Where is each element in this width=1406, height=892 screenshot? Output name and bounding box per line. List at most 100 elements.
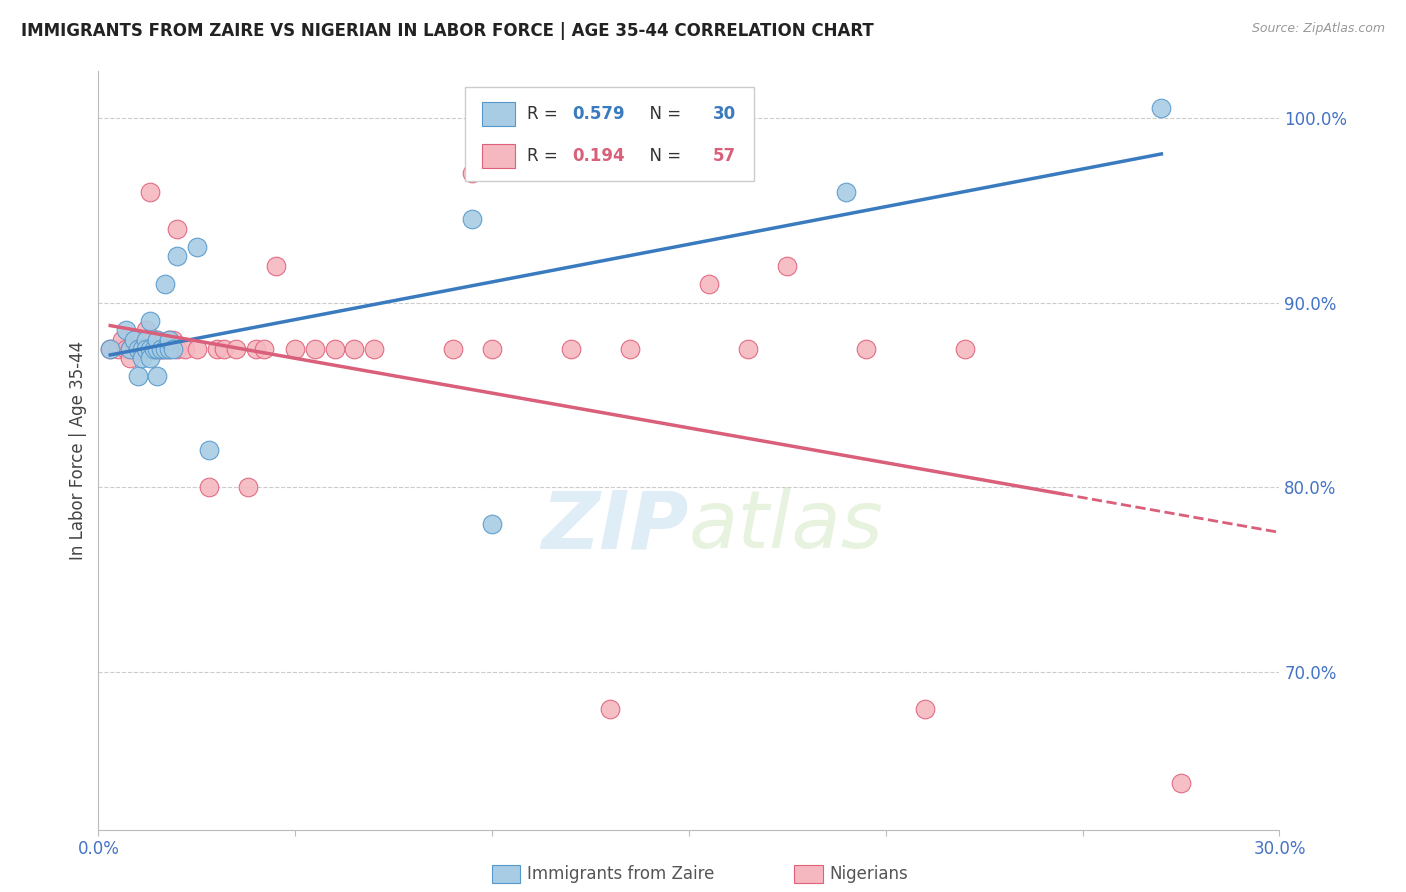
Text: R =: R = bbox=[527, 146, 564, 165]
Point bbox=[138, 342, 160, 356]
Point bbox=[127, 342, 149, 356]
Text: 0.194: 0.194 bbox=[572, 146, 624, 165]
Point bbox=[142, 342, 165, 356]
Point bbox=[157, 342, 180, 356]
Point bbox=[150, 342, 173, 356]
Point bbox=[155, 342, 177, 356]
Point bbox=[619, 342, 641, 356]
Point bbox=[343, 342, 366, 356]
Point bbox=[162, 333, 184, 347]
Point bbox=[186, 342, 208, 356]
Point bbox=[122, 342, 145, 356]
Point bbox=[138, 314, 160, 328]
Point bbox=[157, 333, 180, 347]
Point bbox=[162, 342, 184, 356]
Y-axis label: In Labor Force | Age 35-44: In Labor Force | Age 35-44 bbox=[69, 341, 87, 560]
Point bbox=[138, 185, 160, 199]
Point bbox=[264, 259, 287, 273]
Point bbox=[284, 342, 307, 356]
Text: 57: 57 bbox=[713, 146, 735, 165]
Point bbox=[166, 342, 188, 356]
Point bbox=[118, 342, 141, 356]
Point bbox=[835, 185, 858, 199]
Text: ZIP: ZIP bbox=[541, 487, 689, 566]
Point bbox=[776, 259, 799, 273]
Point bbox=[155, 277, 177, 291]
Point bbox=[142, 342, 165, 356]
Point bbox=[131, 342, 153, 356]
Point bbox=[138, 342, 160, 356]
Point bbox=[118, 351, 141, 365]
Point bbox=[214, 342, 236, 356]
Point bbox=[127, 342, 149, 356]
Point bbox=[150, 342, 173, 356]
Point bbox=[323, 342, 346, 356]
Point bbox=[146, 342, 169, 356]
Point bbox=[138, 342, 160, 356]
Point bbox=[118, 342, 141, 356]
Text: R =: R = bbox=[527, 105, 564, 123]
Point bbox=[107, 342, 129, 356]
Point bbox=[131, 342, 153, 356]
Point bbox=[197, 480, 219, 494]
Point bbox=[166, 249, 188, 263]
Point bbox=[205, 342, 228, 356]
Point bbox=[115, 323, 138, 337]
Point bbox=[135, 323, 157, 337]
Point bbox=[1150, 101, 1173, 115]
Point bbox=[135, 342, 157, 356]
Point bbox=[157, 342, 180, 356]
Point bbox=[131, 351, 153, 365]
Point bbox=[146, 369, 169, 384]
Text: 30: 30 bbox=[713, 105, 735, 123]
Text: atlas: atlas bbox=[689, 487, 884, 566]
Text: Immigrants from Zaire: Immigrants from Zaire bbox=[527, 865, 714, 883]
Text: 0.579: 0.579 bbox=[572, 105, 624, 123]
Point bbox=[599, 702, 621, 716]
Point bbox=[98, 342, 121, 356]
Point bbox=[146, 333, 169, 347]
Point bbox=[697, 277, 720, 291]
Point bbox=[953, 342, 976, 356]
Point bbox=[225, 342, 247, 356]
Point bbox=[138, 351, 160, 365]
Point bbox=[560, 342, 582, 356]
Point bbox=[855, 342, 877, 356]
Point bbox=[441, 342, 464, 356]
Point bbox=[304, 342, 326, 356]
Point bbox=[127, 369, 149, 384]
Point bbox=[150, 342, 173, 356]
Text: IMMIGRANTS FROM ZAIRE VS NIGERIAN IN LABOR FORCE | AGE 35-44 CORRELATION CHART: IMMIGRANTS FROM ZAIRE VS NIGERIAN IN LAB… bbox=[21, 22, 875, 40]
Point bbox=[461, 166, 484, 180]
Point bbox=[157, 333, 180, 347]
Point bbox=[111, 333, 134, 347]
FancyBboxPatch shape bbox=[464, 87, 754, 181]
FancyBboxPatch shape bbox=[482, 144, 516, 168]
Point bbox=[363, 342, 385, 356]
Point bbox=[122, 333, 145, 347]
Point bbox=[98, 342, 121, 356]
Point bbox=[245, 342, 267, 356]
Point bbox=[236, 480, 259, 494]
Point bbox=[146, 333, 169, 347]
Point bbox=[253, 342, 276, 356]
Point bbox=[135, 342, 157, 356]
Point bbox=[481, 517, 503, 532]
Point bbox=[146, 342, 169, 356]
FancyBboxPatch shape bbox=[482, 102, 516, 126]
Point bbox=[115, 342, 138, 356]
Point bbox=[135, 333, 157, 347]
Text: N =: N = bbox=[640, 146, 686, 165]
Point bbox=[131, 342, 153, 356]
Point bbox=[155, 342, 177, 356]
Point bbox=[914, 702, 936, 716]
Point bbox=[197, 443, 219, 458]
Point bbox=[122, 333, 145, 347]
Point bbox=[737, 342, 759, 356]
Text: Nigerians: Nigerians bbox=[830, 865, 908, 883]
Point bbox=[461, 212, 484, 227]
Point bbox=[481, 342, 503, 356]
Text: N =: N = bbox=[640, 105, 686, 123]
Point bbox=[174, 342, 197, 356]
Text: Source: ZipAtlas.com: Source: ZipAtlas.com bbox=[1251, 22, 1385, 36]
